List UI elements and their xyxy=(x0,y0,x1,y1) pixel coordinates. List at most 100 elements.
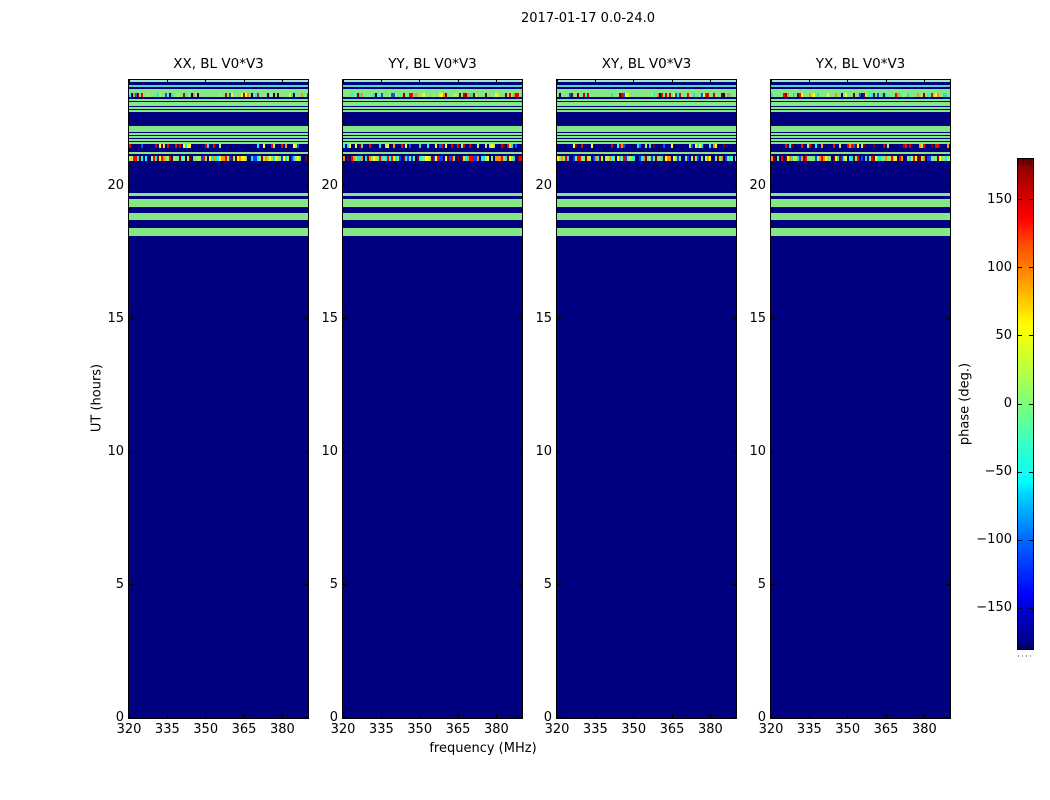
y-tick xyxy=(732,318,736,320)
band-green xyxy=(343,199,522,207)
x-tick xyxy=(166,713,168,718)
y-tick-label: 20 xyxy=(321,177,338,193)
x-tick xyxy=(419,79,421,84)
y-tick xyxy=(946,584,950,586)
band-green xyxy=(771,109,950,112)
colorbar-gradient xyxy=(1017,158,1034,650)
x-tick xyxy=(495,79,497,84)
band-pale xyxy=(343,79,522,83)
x-tick-label: 380 xyxy=(912,722,937,737)
y-tick xyxy=(732,716,736,718)
colorbar-tick xyxy=(1029,403,1033,405)
y-tick-label: 10 xyxy=(107,443,124,459)
band-green xyxy=(557,89,736,94)
x-tick xyxy=(281,79,283,84)
band-green xyxy=(129,192,308,197)
band-green xyxy=(771,227,950,236)
band-green xyxy=(771,125,950,133)
band-green xyxy=(129,98,308,102)
y-tick xyxy=(771,451,775,453)
y-tick-label: 0 xyxy=(329,709,338,725)
y-tick xyxy=(557,318,561,320)
y-tick xyxy=(946,451,950,453)
y-tick xyxy=(557,716,561,718)
y-tick xyxy=(946,318,950,320)
band-green xyxy=(129,138,308,141)
colorbar-tick-label: 50 xyxy=(995,327,1012,343)
band-green xyxy=(771,199,950,207)
x-tick-label: 365 xyxy=(659,722,685,737)
band-noise_sparse xyxy=(557,144,736,148)
x-tick xyxy=(343,713,344,718)
x-tick-label: 335 xyxy=(582,722,608,737)
band-green xyxy=(343,212,522,221)
y-tick xyxy=(304,451,308,453)
band-green xyxy=(343,138,522,141)
band-noise_dense xyxy=(557,155,736,161)
x-tick xyxy=(205,713,207,718)
x-tick xyxy=(129,79,130,84)
band-green xyxy=(771,89,950,94)
panel-title-yy: YY, BL V0*V3 xyxy=(388,56,477,72)
x-tick xyxy=(495,713,497,718)
x-axis-label: frequency (MHz) xyxy=(429,741,537,756)
x-tick xyxy=(557,713,558,718)
y-tick xyxy=(518,185,522,187)
x-tick-label: 380 xyxy=(698,722,723,737)
y-tick xyxy=(518,584,522,586)
band-green xyxy=(343,109,522,112)
y-tick xyxy=(304,185,308,187)
x-tick xyxy=(885,713,887,718)
band-noise_dense xyxy=(771,155,950,161)
band-green xyxy=(557,192,736,197)
x-tick xyxy=(633,79,635,84)
x-tick xyxy=(709,713,711,718)
y-tick-label: 15 xyxy=(107,310,124,326)
band-green xyxy=(771,101,950,104)
band-green xyxy=(771,138,950,141)
y-tick xyxy=(771,584,775,586)
y-tick-label: 5 xyxy=(757,576,766,592)
band-cyan xyxy=(557,84,736,88)
colorbar-tick xyxy=(1018,267,1022,269)
colorbar-minor-ticks xyxy=(1018,159,1033,165)
colorbar-tick-label: −50 xyxy=(984,464,1012,480)
y-tick-label: 10 xyxy=(321,443,338,459)
y-tick-label: 5 xyxy=(329,576,338,592)
x-tick-label: 320 xyxy=(330,722,356,737)
band-green xyxy=(771,106,950,109)
y-tick xyxy=(129,318,133,320)
band-green xyxy=(343,135,522,138)
x-tick xyxy=(380,79,382,84)
band-pale xyxy=(771,79,950,83)
y-tick xyxy=(946,716,950,718)
band-green xyxy=(129,135,308,138)
band-green xyxy=(343,152,522,155)
x-tick xyxy=(923,79,925,84)
y-tick xyxy=(343,584,347,586)
y-tick xyxy=(129,451,133,453)
band-green xyxy=(557,135,736,138)
band-noise_dense xyxy=(343,155,522,161)
x-tick-label: 365 xyxy=(231,722,257,737)
y-tick xyxy=(732,451,736,453)
band-green xyxy=(771,212,950,221)
colorbar-tick xyxy=(1029,199,1033,201)
band-green xyxy=(771,141,950,144)
band-green xyxy=(557,125,736,133)
band-green xyxy=(129,152,308,155)
band-green xyxy=(129,125,308,133)
band-green xyxy=(129,199,308,207)
band-green xyxy=(343,133,522,136)
band-green xyxy=(343,141,522,144)
band-green xyxy=(557,227,736,236)
x-tick-label: 335 xyxy=(368,722,394,737)
y-tick-label: 20 xyxy=(107,177,124,193)
x-tick-label: 320 xyxy=(758,722,784,737)
band-cyan xyxy=(771,84,950,88)
x-tick xyxy=(457,79,459,84)
panel-plot-yx xyxy=(770,78,951,719)
y-tick xyxy=(732,584,736,586)
